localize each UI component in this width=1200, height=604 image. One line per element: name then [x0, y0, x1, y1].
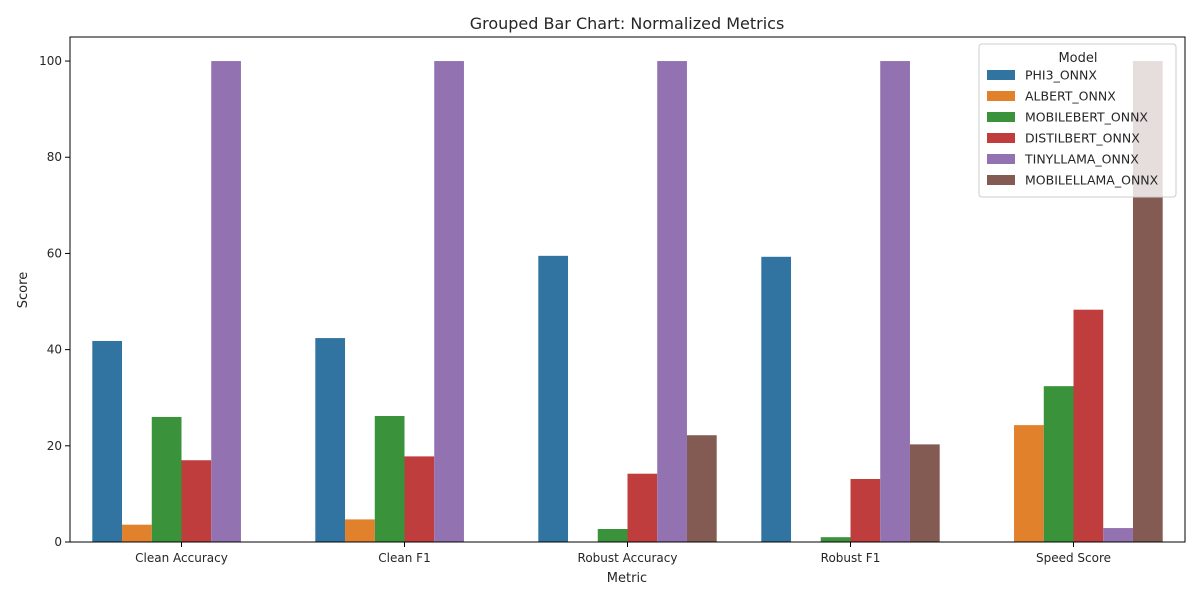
legend-swatch-tinyllama-onnx: [987, 154, 1015, 164]
bar-albert-onnx-clean-f1: [345, 519, 375, 542]
bar-mobilebert-onnx-clean-f1: [374, 415, 405, 542]
legend-label-mobilebert-onnx: MOBILEBERT_ONNX: [1025, 110, 1148, 125]
bar-distilbert-onnx-clean-f1: [404, 456, 435, 542]
bar-albert-onnx-clean-accuracy: [122, 524, 152, 542]
bar-mobilebert-onnx-clean-accuracy: [151, 416, 182, 542]
x-tick-label: Clean F1: [378, 551, 430, 565]
legend-swatch-distilbert-onnx: [987, 133, 1015, 143]
legend-title: Model: [1058, 51, 1097, 66]
bars-layer: [92, 61, 1163, 543]
y-tick-label: 80: [47, 150, 62, 164]
x-tick-label: Clean Accuracy: [135, 551, 228, 565]
x-tick-label: Robust F1: [821, 551, 881, 565]
bar-distilbert-onnx-clean-accuracy: [181, 460, 212, 542]
bar-tinyllama-onnx-clean-f1: [434, 61, 464, 543]
y-tick-label: 100: [39, 54, 62, 68]
x-axis-label: Metric: [607, 571, 647, 586]
bar-tinyllama-onnx-robust-accuracy: [657, 61, 687, 543]
bar-phi3-onnx-robust-f1: [761, 256, 792, 542]
legend: Model PHI3_ONNX ALBERT_ONNX MOBILEBERT_ONN…: [978, 43, 1177, 198]
legend-label-distilbert-onnx: DISTILBERT_ONNX: [1025, 131, 1140, 146]
bar-phi3-onnx-clean-accuracy: [92, 340, 123, 542]
axes-layer: 0 20 40 60 80 100 Clean Accuracy Clean F1 Robust…: [39, 36, 1186, 565]
bar-albert-onnx-speed-score: [1014, 425, 1044, 542]
bar-mobilebert-onnx-robust-f1: [820, 537, 851, 542]
legend-swatch-phi3-onnx: [987, 70, 1015, 80]
bar-mobilellama-onnx-robust-f1: [909, 444, 940, 542]
legend-swatch-mobilellama-onnx: [987, 175, 1015, 185]
x-tick-label: Speed Score: [1036, 551, 1111, 565]
y-tick-label: 40: [47, 343, 62, 357]
y-tick-label: 0: [54, 535, 62, 549]
bar-mobilellama-onnx-robust-accuracy: [686, 435, 717, 542]
bar-mobilebert-onnx-speed-score: [1043, 386, 1074, 542]
bar-mobilebert-onnx-robust-accuracy: [597, 529, 628, 542]
legend-label-tinyllama-onnx: TINYLLAMA_ONNX: [1024, 152, 1139, 167]
bar-distilbert-onnx-robust-accuracy: [627, 473, 658, 542]
legend-label-albert-onnx: ALBERT_ONNX: [1025, 89, 1116, 104]
bar-distilbert-onnx-speed-score: [1073, 309, 1104, 542]
bar-distilbert-onnx-robust-f1: [850, 479, 881, 542]
y-tick-label: 60: [47, 246, 62, 260]
legend-swatch-mobilebert-onnx: [987, 112, 1015, 122]
chart-title: Grouped Bar Chart: Normalized Metrics: [470, 14, 785, 33]
y-tick-label: 20: [47, 439, 62, 453]
bar-tinyllama-onnx-robust-f1: [880, 61, 910, 543]
y-axis-label: Score: [16, 272, 31, 308]
bar-phi3-onnx-clean-f1: [315, 338, 346, 542]
legend-swatch-albert-onnx: [987, 91, 1015, 101]
bar-tinyllama-onnx-speed-score: [1103, 528, 1133, 542]
bar-tinyllama-onnx-clean-accuracy: [211, 61, 241, 543]
bar-phi3-onnx-robust-accuracy: [538, 255, 569, 542]
legend-frame: [978, 43, 1177, 198]
legend-label-phi3-onnx: PHI3_ONNX: [1025, 68, 1097, 83]
x-tick-label: Robust Accuracy: [578, 551, 678, 565]
legend-label-mobilellama-onnx: MOBILELLAMA_ONNX: [1025, 173, 1159, 188]
